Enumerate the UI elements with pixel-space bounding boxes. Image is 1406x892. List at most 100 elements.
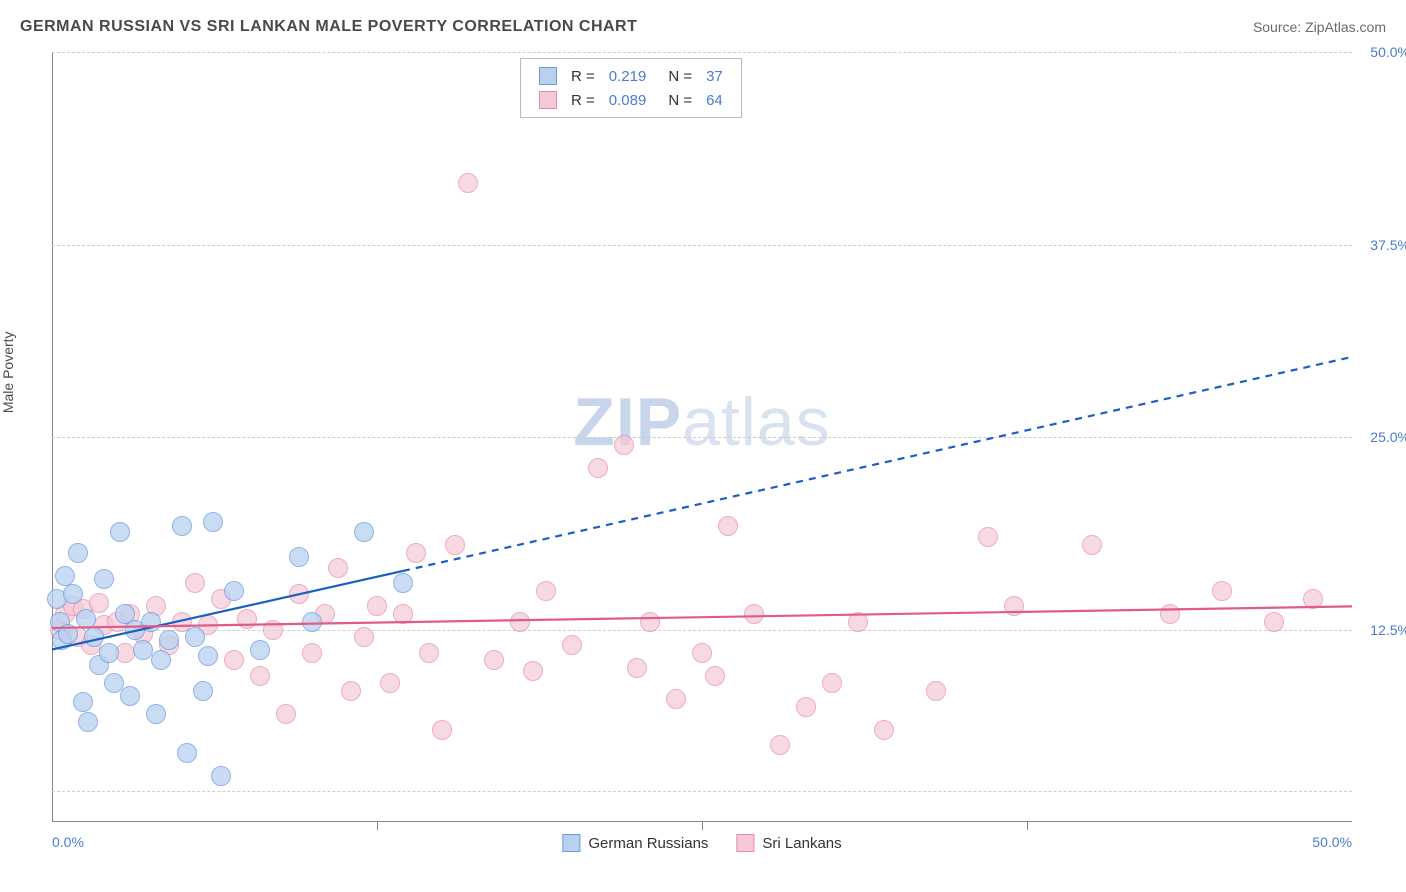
data-point [110,522,130,542]
data-point [718,516,738,536]
data-point [237,609,257,629]
data-point [419,643,439,663]
data-point [848,612,868,632]
data-point [874,720,894,740]
legend-label: Sri Lankans [762,835,841,852]
data-point [1303,589,1323,609]
data-point [289,584,309,604]
data-point [770,735,790,755]
data-point [536,581,556,601]
legend-n-label: N = [654,65,698,87]
legend-swatch [562,834,580,852]
data-point [198,646,218,666]
data-point [133,640,153,660]
data-point [588,458,608,478]
legend-n-value: 37 [700,65,729,87]
data-point [276,704,296,724]
data-point [341,681,361,701]
legend-r-value: 0.219 [603,65,653,87]
legend-label: German Russians [588,835,708,852]
gridline [52,791,1352,792]
data-point [193,681,213,701]
data-point [354,522,374,542]
title-bar: GERMAN RUSSIAN VS SRI LANKAN MALE POVERT… [20,18,1386,36]
data-point [393,573,413,593]
chart-area: ZIPatlas 12.5%25.0%37.5%50.0%0.0%50.0% R… [52,52,1352,822]
data-point [445,535,465,555]
data-point [120,686,140,706]
data-point [796,697,816,717]
data-point [640,612,660,632]
y-tick-label: 37.5% [1360,237,1406,253]
data-point [224,581,244,601]
data-point [380,673,400,693]
data-point [211,766,231,786]
data-point [159,630,179,650]
data-point [172,516,192,536]
data-point [250,666,270,686]
data-point [822,673,842,693]
data-point [302,612,322,632]
x-tick-label: 0.0% [52,834,84,850]
legend-item: Sri Lankans [736,834,841,852]
data-point [76,609,96,629]
data-point [406,543,426,563]
data-point [68,543,88,563]
data-point [614,435,634,455]
legend-r-label: R = [565,65,601,87]
data-point [354,627,374,647]
data-point [177,743,197,763]
legend-row: R = 0.089 N = 64 [533,89,729,111]
data-point [146,704,166,724]
data-point [510,612,530,632]
data-point [185,627,205,647]
data-point [203,512,223,532]
y-tick-label: 50.0% [1360,44,1406,60]
gridline [52,52,1352,53]
gridline [52,245,1352,246]
data-point [523,661,543,681]
data-point [185,573,205,593]
data-point [224,650,244,670]
data-point [58,624,78,644]
y-axis-label: Male Poverty [0,331,16,413]
data-point [151,650,171,670]
gridline [52,630,1352,631]
data-point [250,640,270,660]
x-tick [1027,822,1028,830]
data-point [666,689,686,709]
legend-swatch [539,67,557,85]
legend-correlation: R = 0.219 N = 37 R = 0.089 N = 64 [520,58,742,118]
y-tick-label: 25.0% [1360,429,1406,445]
data-point [1082,535,1102,555]
legend-series: German Russians Sri Lankans [562,834,841,852]
source-label: Source: ZipAtlas.com [1253,19,1386,35]
data-point [627,658,647,678]
data-point [99,643,119,663]
legend-item: German Russians [562,834,708,852]
data-point [263,620,283,640]
legend-r-label: R = [565,89,601,111]
x-tick [377,822,378,830]
scatter-plot: 12.5%25.0%37.5%50.0%0.0%50.0% [52,52,1352,822]
data-point [289,547,309,567]
x-tick [702,822,703,830]
legend-r-value: 0.089 [603,89,653,111]
data-point [393,604,413,624]
legend-row: R = 0.219 N = 37 [533,65,729,87]
data-point [141,612,161,632]
legend-swatch [736,834,754,852]
chart-title: GERMAN RUSSIAN VS SRI LANKAN MALE POVERT… [20,18,637,36]
data-point [328,558,348,578]
data-point [692,643,712,663]
y-tick-label: 12.5% [1360,622,1406,638]
data-point [705,666,725,686]
data-point [94,569,114,589]
data-point [302,643,322,663]
data-point [367,596,387,616]
legend-swatch [539,91,557,109]
data-point [458,173,478,193]
data-point [1264,612,1284,632]
data-point [978,527,998,547]
data-point [1004,596,1024,616]
